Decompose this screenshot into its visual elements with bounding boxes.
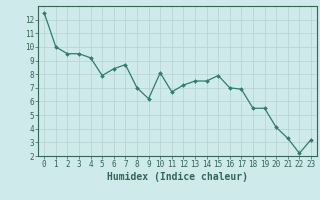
X-axis label: Humidex (Indice chaleur): Humidex (Indice chaleur) <box>107 172 248 182</box>
